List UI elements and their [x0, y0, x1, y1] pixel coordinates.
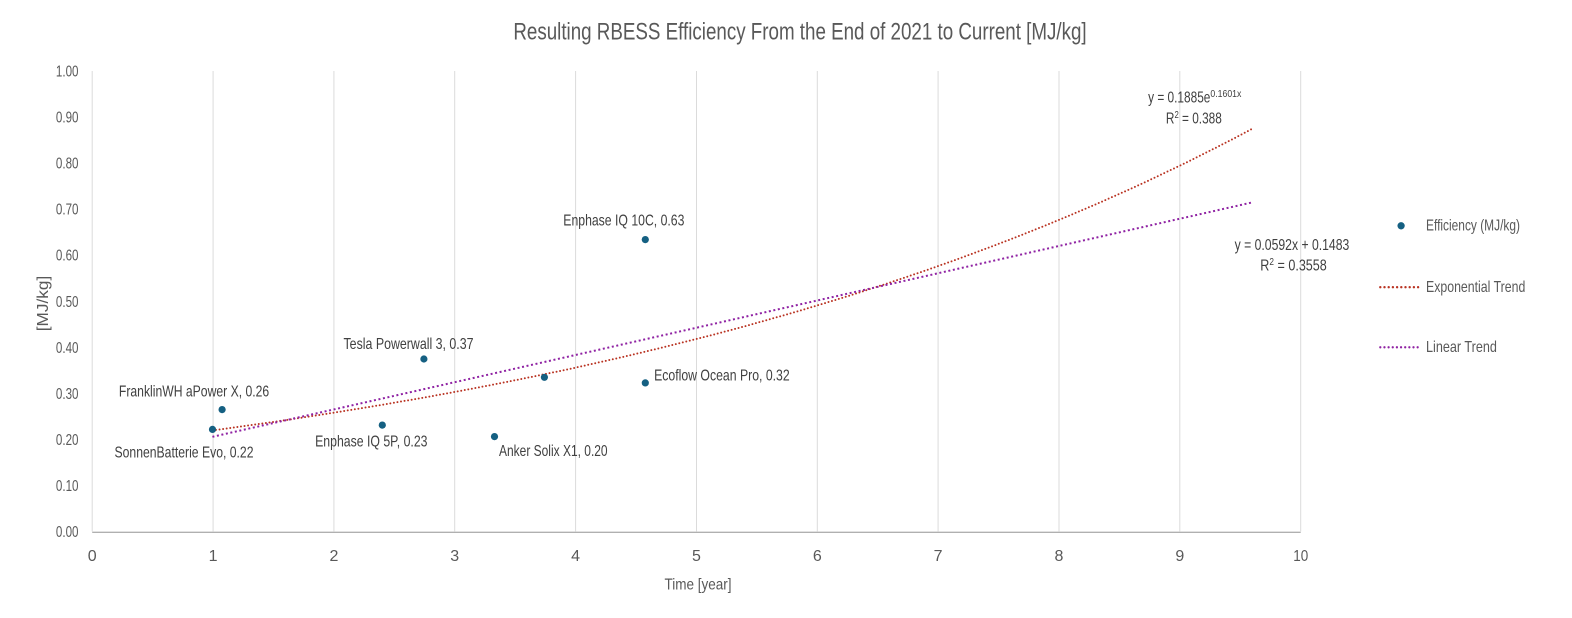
svg-text:0.20: 0.20 — [56, 432, 79, 449]
svg-text:0.40: 0.40 — [56, 340, 79, 357]
svg-text:Enphase IQ 10C, 0.63: Enphase IQ 10C, 0.63 — [563, 212, 684, 229]
svg-text:SonnenBatterie Evo, 0.22: SonnenBatterie Evo, 0.22 — [115, 445, 254, 462]
svg-text:1: 1 — [209, 548, 218, 565]
svg-text:Exponential Trend: Exponential Trend — [1426, 279, 1525, 296]
svg-text:R2 = 0.3558: R2 = 0.3558 — [1260, 256, 1327, 275]
svg-text:Ecoflow Ocean Pro, 0.32: Ecoflow Ocean Pro, 0.32 — [654, 367, 790, 384]
svg-text:0.30: 0.30 — [56, 386, 79, 403]
svg-text:1.00: 1.00 — [56, 64, 79, 81]
svg-text:Efficiency (MJ/kg): Efficiency (MJ/kg) — [1426, 218, 1520, 235]
svg-text:10: 10 — [1293, 548, 1308, 565]
svg-text:0.90: 0.90 — [56, 110, 79, 127]
svg-text:0: 0 — [88, 548, 97, 565]
svg-text:[MJ/kg]: [MJ/kg] — [35, 276, 52, 332]
svg-text:Tesla Powerwall 3, 0.37: Tesla Powerwall 3, 0.37 — [344, 336, 474, 353]
svg-text:0.60: 0.60 — [56, 248, 79, 265]
svg-text:Time [year]: Time [year] — [664, 577, 731, 594]
svg-text:8: 8 — [1055, 548, 1064, 565]
svg-text:3: 3 — [450, 548, 459, 565]
svg-text:4: 4 — [571, 548, 580, 565]
svg-text:Linear Trend: Linear Trend — [1426, 339, 1497, 356]
svg-text:0.50: 0.50 — [56, 294, 79, 311]
svg-text:y = 0.1885e0.1601x: y = 0.1885e0.1601x — [1148, 88, 1242, 107]
svg-text:9: 9 — [1175, 548, 1184, 565]
svg-text:FranklinWH aPower X, 0.26: FranklinWH aPower X, 0.26 — [119, 383, 269, 400]
svg-text:0.70: 0.70 — [56, 202, 79, 219]
svg-text:0.80: 0.80 — [56, 156, 79, 173]
svg-text:7: 7 — [934, 548, 943, 565]
svg-text:y = 0.0592x + 0.1483: y = 0.0592x + 0.1483 — [1235, 237, 1350, 254]
svg-text:6: 6 — [813, 548, 822, 565]
svg-text:Enphase IQ 5P, 0.23: Enphase IQ 5P, 0.23 — [315, 434, 427, 451]
svg-text:0.10: 0.10 — [56, 478, 79, 495]
svg-text:2: 2 — [329, 548, 338, 565]
svg-text:Anker Solix X1, 0.20: Anker Solix X1, 0.20 — [499, 443, 608, 460]
svg-text:Resulting RBESS Efficiency Fro: Resulting RBESS Efficiency From the End … — [513, 18, 1086, 45]
svg-text:5: 5 — [692, 548, 701, 565]
svg-text:R2 = 0.388: R2 = 0.388 — [1166, 109, 1222, 128]
svg-text:0.00: 0.00 — [56, 524, 79, 541]
